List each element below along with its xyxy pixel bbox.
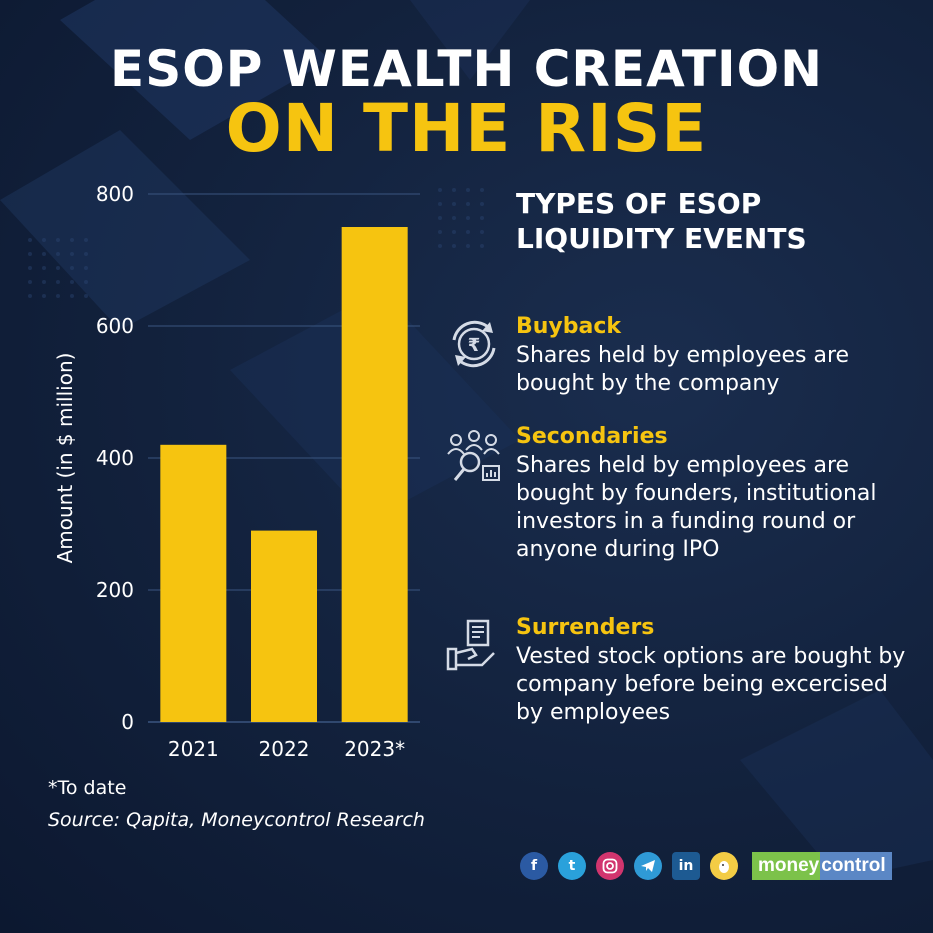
title-line-1: ESOP WEALTH CREATION bbox=[110, 40, 823, 98]
twitter-icon[interactable]: t bbox=[558, 852, 586, 880]
bar-chart: 0 200 400 600 800 2021 2022 2023* Amount (in $ m… bbox=[53, 182, 420, 761]
people-search-icon bbox=[447, 430, 500, 481]
y-tick-label: 200 bbox=[96, 578, 134, 602]
y-tick-label: 400 bbox=[96, 446, 134, 470]
types-heading: TYPES OF ESOP LIQUIDITY EVENTS bbox=[516, 187, 807, 255]
event-description: Shares held by employees are bought by t… bbox=[516, 343, 850, 396]
event-title: Surrenders bbox=[516, 615, 655, 640]
bar bbox=[251, 530, 317, 722]
event-description: Vested stock options are bought by compa… bbox=[516, 644, 906, 725]
source-note: Source: Qapita, Moneycontrol Research bbox=[48, 809, 425, 831]
hand-document-icon bbox=[446, 619, 495, 671]
x-tick-label: 2023* bbox=[344, 737, 405, 761]
footnote: *To date bbox=[48, 777, 127, 799]
y-tick-label: 0 bbox=[121, 710, 134, 734]
x-tick-label: 2021 bbox=[168, 737, 219, 761]
rupee-cycle-icon: ₹ bbox=[452, 320, 496, 368]
instagram-icon[interactable] bbox=[596, 852, 624, 880]
koo-icon[interactable] bbox=[710, 852, 738, 880]
title-line-2: ON THE RISE bbox=[225, 90, 708, 167]
y-axis-label: Amount (in $ million) bbox=[53, 353, 77, 564]
linkedin-icon[interactable]: in bbox=[672, 852, 700, 880]
social-bar: f t in money control bbox=[520, 848, 892, 884]
facebook-icon[interactable]: f bbox=[520, 852, 548, 880]
bar bbox=[341, 227, 408, 722]
y-tick-label: 600 bbox=[96, 314, 134, 338]
y-tick-label: 800 bbox=[96, 182, 134, 206]
event-title: Secondaries bbox=[516, 424, 668, 449]
x-tick-label: 2022 bbox=[259, 737, 310, 761]
event-description: Shares held by employees are bought by f… bbox=[516, 453, 877, 562]
event-title: Buyback bbox=[516, 314, 622, 339]
telegram-icon[interactable] bbox=[634, 852, 662, 880]
moneycontrol-logo[interactable]: money control bbox=[752, 851, 892, 881]
bar bbox=[160, 444, 227, 722]
svg-text:₹: ₹ bbox=[468, 335, 481, 356]
